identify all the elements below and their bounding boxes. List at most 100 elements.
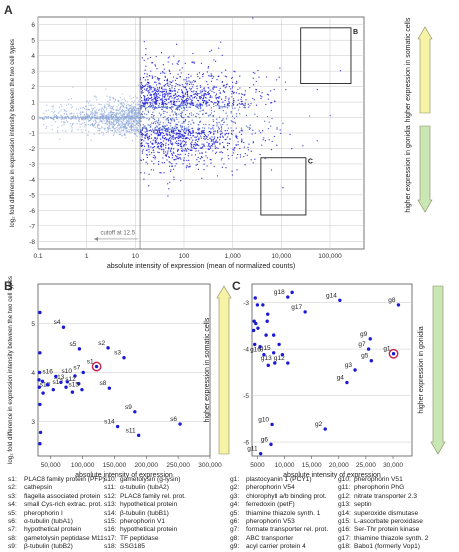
panel-a-point: [122, 111, 124, 113]
panel-a-point: [123, 120, 125, 123]
panel-a-point: [192, 104, 194, 106]
legend-key: s7:: [8, 526, 17, 534]
panel-a-point: [329, 114, 331, 117]
panel-a-point: [226, 104, 228, 106]
legend-description: septin: [354, 501, 372, 509]
panel-c-ytick-label: -5: [243, 393, 249, 400]
panel-a-point: [179, 103, 182, 105]
panel-a-point: [129, 112, 131, 114]
panel-a-point: [100, 127, 102, 130]
legend-g-col1: g1: plastocyanin 1 (PCY1) g2: pherophorin V…: [230, 476, 328, 552]
panel-a-point: [151, 113, 153, 116]
panel-a-point: [131, 131, 133, 133]
panel-a-point: [219, 96, 221, 98]
panel-a-point: [200, 97, 202, 99]
panel-a-point: [145, 89, 147, 92]
panel-a-point: [154, 140, 156, 142]
panel-a-point: [162, 104, 164, 106]
panel-a-point: [237, 153, 239, 156]
panel-a-point: [196, 144, 198, 147]
panel-a-point: [209, 96, 212, 98]
panel-a-point: [144, 117, 146, 119]
panel-a-point: [171, 117, 174, 119]
panel-a-point: [192, 52, 194, 55]
panel-a-point: [186, 104, 188, 107]
panel-a-point: [143, 113, 146, 115]
legend-description: small Cys-rich extrac. prot.: [24, 501, 103, 509]
panel-a-point: [181, 134, 184, 136]
panel-a-point: [130, 117, 132, 119]
panel-a-point: [129, 95, 131, 97]
panel-a-point: [168, 147, 170, 149]
panel-a-point: [192, 91, 194, 93]
panel-a-point: [116, 131, 118, 134]
panel-a-point: [116, 120, 118, 122]
panel-a-point: [177, 142, 179, 144]
legend-entry: s7: hypothetical protein: [8, 526, 105, 534]
panel-a-point: [95, 121, 97, 123]
panel-a-point: [87, 102, 90, 104]
panel-a-point: [137, 109, 140, 112]
panel-a-point: [99, 118, 101, 120]
panel-a-point: [124, 99, 127, 102]
panel-a-point: [213, 130, 215, 133]
panel-a-point: [217, 130, 219, 132]
panel-a-point: [114, 123, 117, 126]
panel-a-point: [227, 103, 229, 105]
panel-c-point: [262, 352, 266, 357]
panel-a-point: [191, 119, 193, 121]
panel-a-point: [181, 111, 183, 113]
panel-a-point: [189, 130, 191, 133]
panel-a-point: [222, 135, 224, 137]
panel-a-point: [153, 102, 155, 104]
panel-a-point: [169, 81, 171, 83]
legend-entry: s6: α-tubulin (tubA1): [8, 518, 105, 526]
panel-a-point: [176, 123, 179, 126]
panel-a-point: [100, 104, 102, 106]
panel-a-point: [143, 117, 145, 119]
panel-a-point: [267, 94, 270, 96]
panel-a-point: [76, 123, 78, 125]
legend-key: g12:: [338, 492, 351, 500]
panel-a-point: [167, 183, 169, 185]
panel-a-point: [180, 113, 183, 115]
panel-a-point: [170, 95, 172, 97]
panel-a-point: [173, 176, 175, 178]
panel-a-point: [111, 124, 113, 126]
legend-key: g8:: [230, 534, 240, 542]
legend-description: flagella associated protein: [24, 492, 101, 500]
panel-a-xtick-label: 100: [179, 253, 190, 260]
panel-a-point: [171, 111, 173, 113]
panel-a-point: [197, 129, 199, 131]
panel-a-point: [135, 132, 137, 134]
panel-a-point: [121, 104, 123, 106]
panel-a-point: [186, 106, 188, 108]
panel-a-point: [212, 103, 215, 105]
panel-a-point: [90, 139, 92, 141]
panel-a-point: [143, 94, 145, 97]
legend-description: ferredoxin (petF): [246, 501, 295, 509]
panel-a-point: [264, 120, 266, 122]
panel-a-point: [104, 127, 106, 129]
panel-a-point: [87, 117, 89, 119]
panel-a-point: [161, 92, 163, 94]
panel-a-point: [172, 148, 175, 150]
panel-a-point: [166, 118, 168, 120]
panel-a-point: [261, 144, 263, 146]
panel-a-point: [179, 143, 181, 146]
panel-a-point: [157, 142, 160, 144]
panel-c-point: [266, 363, 270, 368]
panel-a-point: [103, 111, 106, 113]
panel-a-xtick-label: 100,000: [318, 253, 342, 260]
panel-a-point: [146, 81, 149, 83]
panel-a-point: [209, 130, 211, 133]
panel-a-point: [108, 118, 110, 120]
panel-a-point: [161, 125, 164, 127]
panel-a-point: [255, 104, 258, 106]
panel-a-point: [208, 144, 210, 146]
panel-a-point: [171, 106, 174, 108]
panel-a-point: [166, 79, 168, 82]
legend-entry: s14: β-tubulin (tubB1): [104, 510, 186, 518]
panel-a-point: [88, 104, 90, 106]
panel-a-point: [159, 121, 161, 123]
